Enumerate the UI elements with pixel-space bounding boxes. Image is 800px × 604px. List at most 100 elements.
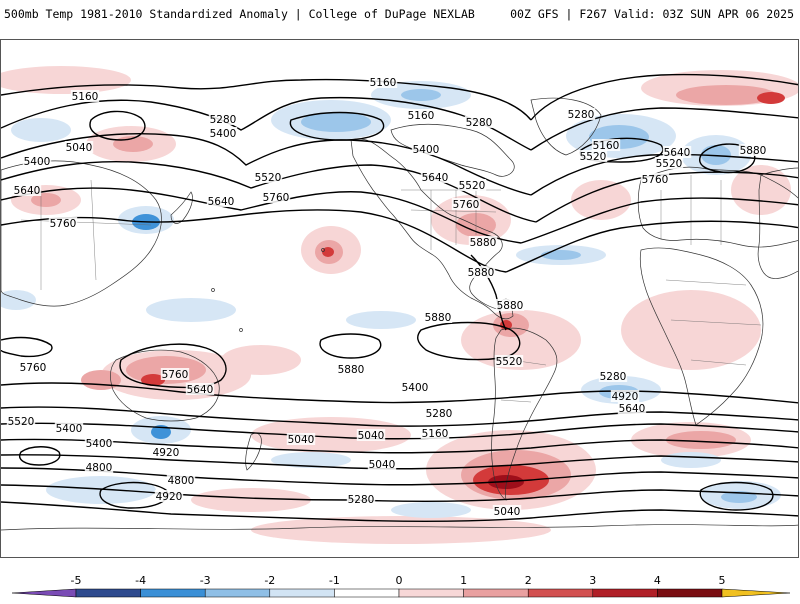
contour-label-bg: [336, 363, 366, 375]
coastline-africa: [639, 247, 764, 426]
contour-line: [1, 406, 798, 427]
contour-label-bg: [253, 171, 283, 183]
anomaly-area: [721, 491, 757, 503]
contour-label-bg: [166, 474, 196, 486]
anomaly-area: [251, 417, 411, 453]
colorbar-segment: [204, 588, 271, 598]
colorbar-tick-label: 1: [460, 574, 467, 587]
colorbar-tick-label: -2: [264, 574, 275, 587]
colorbar: -5 -4 -3 -2 -1 0 1 2 3 4 5: [0, 572, 800, 600]
header: 500mb Temp 1981-2010 Standardized Anomal…: [0, 0, 800, 28]
contour-label: 5040: [358, 430, 385, 442]
contour-label-bg: [48, 217, 78, 229]
anomaly-area: [461, 310, 581, 370]
contour-label: 5280: [466, 117, 493, 129]
contour-line: [505, 220, 798, 273]
contour-label-bg: [160, 368, 190, 380]
anomaly-area: [221, 345, 301, 375]
contour-label-bg: [640, 173, 670, 185]
contour-label-bg: [423, 311, 453, 323]
contour-label: 5760: [642, 174, 669, 186]
anomaly-area: [81, 370, 121, 390]
contour-line: [1, 161, 537, 223]
map-panel: 5160 5280 5400 5040 5400 5640 5520 5640 5760 5760…: [0, 39, 799, 558]
contour-label: 5520: [459, 180, 486, 192]
contour-label: 5640: [187, 384, 214, 396]
contour-label-bg: [154, 490, 184, 502]
anomaly-area: [271, 452, 351, 468]
contour-label: 4920: [153, 447, 180, 459]
anomaly-area: [346, 311, 416, 329]
border: [20, 219, 152, 226]
contour-label: 5520: [656, 158, 683, 170]
contour-label: 4800: [86, 462, 113, 474]
contour-label: 5280: [600, 371, 627, 383]
contour-label-bg: [411, 143, 441, 155]
anomaly-area: [391, 502, 471, 518]
anomaly-area: [757, 92, 785, 104]
contour-label-bg: [367, 458, 397, 470]
contour-label: 5640: [664, 147, 691, 159]
colorbar-tick-label: -5: [71, 574, 82, 587]
contour-label: 5400: [56, 423, 83, 435]
anomaly-area: [251, 516, 551, 544]
contour-label: 5640: [208, 196, 235, 208]
contour-label: 5280: [426, 408, 453, 420]
coastline-antarctica: [1, 524, 798, 531]
contour-line: [1, 336, 53, 358]
contour-label: 5880: [468, 267, 495, 279]
contour-line: [1, 467, 798, 486]
colorbar-segments: [11, 588, 791, 598]
contour-label: 5400: [24, 156, 51, 168]
contour-label: 4920: [612, 391, 639, 403]
island: [321, 248, 325, 252]
contour-label-bg: [400, 381, 430, 393]
contour-label: 5760: [20, 362, 47, 374]
run-valid-info: 00Z GFS | F267 Valid: 03Z SUN APR 06 202…: [510, 7, 794, 21]
contour-label: 5400: [210, 128, 237, 140]
contour-label-bg: [424, 407, 454, 419]
coastline-asia-east: [757, 167, 798, 279]
colorbar-segment: [398, 588, 464, 598]
contour-label-bg: [654, 157, 684, 169]
contour-label: 5880: [740, 145, 767, 157]
contour-label: 5520: [580, 151, 607, 163]
colorbar-segment: [140, 588, 206, 598]
contour-label: 5280: [568, 109, 595, 121]
border: [410, 209, 497, 213]
colorbar-segment: [11, 588, 77, 598]
colorbar-tick-label: 2: [525, 574, 532, 587]
contour-label: 5520: [255, 172, 282, 184]
contour-label-bg: [494, 355, 524, 367]
map-title: 500mb Temp 1981-2010 Standardized Anomal…: [4, 7, 475, 21]
contour-line: [1, 422, 798, 440]
border: [500, 399, 532, 403]
border: [665, 279, 747, 286]
contour-line: [530, 107, 798, 151]
contour-label-bg: [420, 171, 450, 183]
anomaly-area: [11, 118, 71, 142]
anomaly-area: [31, 193, 61, 207]
colorbar-segment: [269, 588, 335, 598]
contour-line: [520, 197, 798, 244]
colorbar-tick-label: -4: [135, 574, 146, 587]
contour-line: [699, 481, 774, 511]
contour-label: 5520: [496, 356, 523, 368]
border: [90, 179, 97, 281]
contour-label: 5760: [50, 218, 77, 230]
contour-label: 5280: [348, 494, 375, 506]
contour-line: [1, 209, 507, 273]
contour-label: 5160: [593, 140, 620, 152]
contour-label: 5880: [470, 237, 497, 249]
contour-line: [1, 501, 798, 523]
contour-line: [289, 111, 385, 141]
anomaly-area: [146, 298, 236, 322]
contour-label-bg: [466, 266, 496, 278]
contour-label-bg: [468, 236, 498, 248]
contour-label-bg: [18, 361, 48, 373]
contour-label-bg: [591, 139, 621, 151]
contour-label: 5280: [210, 114, 237, 126]
contour-label-bg: [54, 422, 84, 434]
anomaly-area: [322, 247, 334, 257]
contour-label-bg: [286, 433, 316, 445]
